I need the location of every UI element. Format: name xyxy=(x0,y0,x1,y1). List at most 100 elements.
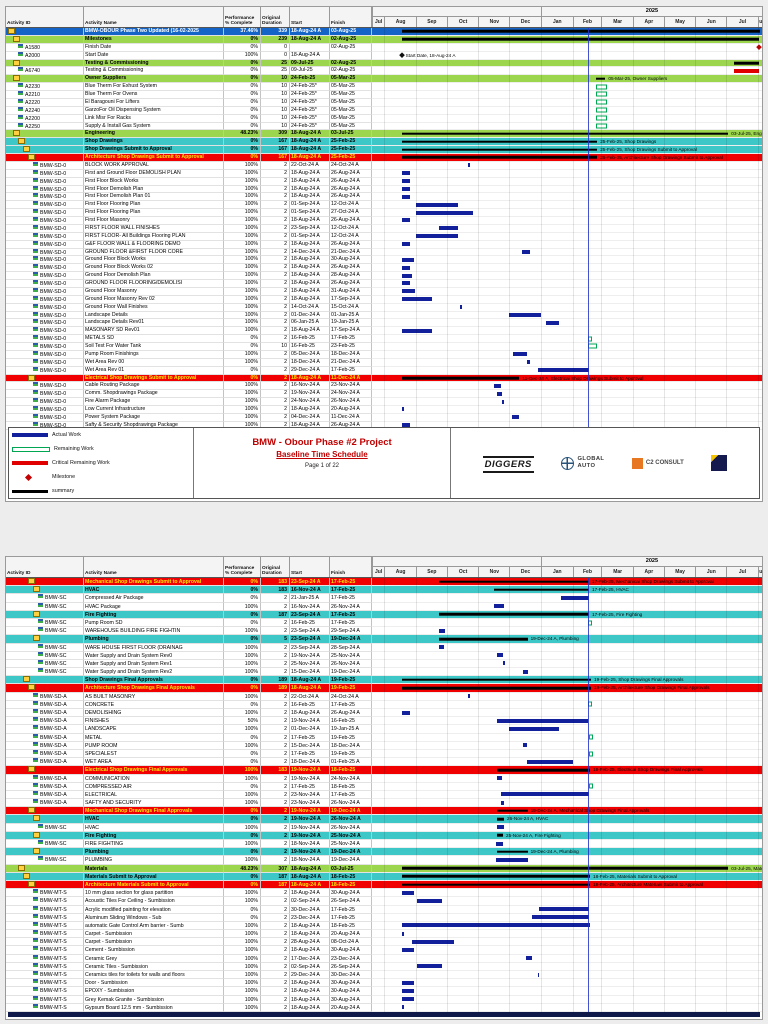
gantt-row: BMW-SD-0 First Floor Demolish Plan 100% 2 18… xyxy=(6,185,762,194)
cell-activity-id: BMW-SC xyxy=(6,618,84,628)
group-folder-icon xyxy=(23,872,30,879)
cell-start-date: 24-Feb-25* xyxy=(290,106,330,115)
cell-finish-date: 23-Dec-24 A xyxy=(330,954,372,963)
task-icon xyxy=(18,83,23,88)
task-icon xyxy=(38,840,43,844)
cell-start-date: 23-Sep-24 A xyxy=(290,578,330,587)
cell-activity-name: Fire Fighting xyxy=(84,610,224,619)
gantt-row: HVAC 0% 2 19-Nov-24 A 26-Nov-24 A 26-Nov-24 A… xyxy=(6,815,762,824)
cell-activity-name: COMMUNICATION xyxy=(84,774,224,783)
bar-label: 05-Mar-25, Owner Suppliers xyxy=(608,76,668,82)
cell-activity-name: Soil Test For Water Tank xyxy=(84,343,224,351)
cell-finish-date: 01-Jan-25 A xyxy=(330,311,372,320)
gantt-row: BMW-SD-0 First Floor Demolish Plan 01 100%… xyxy=(6,193,762,202)
gantt-bar-sum xyxy=(401,30,760,33)
cell-performance-pct: 100% xyxy=(224,823,261,832)
gantt-cell: 25-Feb-25, Shop Drawings Submit to Appro… xyxy=(372,146,762,154)
cell-start-date: 23-Sep-24 A xyxy=(290,627,330,636)
cell-activity-id: BMW-SC xyxy=(6,643,84,652)
cell-finish-date: 19-Feb-25 xyxy=(330,733,372,742)
group-folder-icon xyxy=(28,684,35,691)
gantt-row: BMW-SD-0 GROUND FLOOR &FIRST FLOOR CORE 10… xyxy=(6,248,762,257)
gantt-bar-actual xyxy=(401,988,414,993)
cell-finish-date: 20-Aug-24 A xyxy=(330,1003,372,1012)
cell-original-duration: 307 xyxy=(261,864,290,873)
gantt-bar-actual xyxy=(438,226,458,231)
gantt-row: Architecture Shop Drawings Final Approva… xyxy=(6,684,762,693)
bar-label: 25-Nov-24 A, Fire Fighting xyxy=(506,832,561,838)
cell-activity-name: HVAC xyxy=(84,815,224,824)
cell-original-duration: 2 xyxy=(261,193,290,202)
gantt-row: BMW-SD-A CONCRETE 0% 2 16-Feb-25 17-Feb-25 xyxy=(6,700,762,709)
cell-performance-pct: 100% xyxy=(224,897,261,906)
cell-original-duration: 2 xyxy=(261,979,290,988)
gantt-row: BMW-SD-0 Ground Floor Demolish Plan 100% 2 1… xyxy=(6,272,762,280)
task-icon xyxy=(33,240,38,245)
month-label: Jul xyxy=(372,16,384,27)
cell-activity-id: BMW-SD-A xyxy=(6,741,84,750)
gantt-row: BMW-SD-0 First and Ground Floor DEMOLISH … xyxy=(6,169,762,178)
cell-start-date: 19-Nov-24 A xyxy=(290,390,330,399)
group-folder-icon xyxy=(23,146,30,153)
task-icon xyxy=(18,98,23,103)
gantt-cell xyxy=(372,775,762,783)
cell-activity-id: BMW-SD-0 xyxy=(6,350,84,359)
gantt-cell xyxy=(372,209,762,217)
cell-activity-id: A2220 xyxy=(6,98,84,107)
gantt-cell xyxy=(372,272,762,280)
cell-start-date: 18-Aug-24 A xyxy=(290,287,330,296)
cell-performance-pct: 0% xyxy=(224,684,261,693)
cell-performance-pct: 100% xyxy=(224,350,261,359)
cell-activity-id: A2000 xyxy=(6,51,84,60)
cell-start-date: 18-Aug-24 A xyxy=(290,327,330,336)
cell-activity-name: Materials xyxy=(84,864,224,873)
cell-activity-name: Ground Floor Block Works xyxy=(84,256,224,265)
cell-activity-id: BMW-SD-0 xyxy=(6,256,84,265)
gantt-cell xyxy=(372,717,762,726)
cell-start-date: 19-Nov-24 A xyxy=(290,848,330,857)
cell-start-date: 23-Sep-24 A xyxy=(290,610,330,619)
cell-activity-name: Ground Floor Masonry xyxy=(84,287,224,296)
cell-finish-date: 24-Oct-24 A xyxy=(330,161,372,170)
gantt-row: BMW-SD-A SPECIALEST 0% 2 17-Feb-25 19-Feb-25 xyxy=(6,749,762,759)
cell-activity-name: MASONARY SD Rev01 xyxy=(84,327,224,336)
cell-original-duration: 167 xyxy=(261,138,290,147)
cell-finish-date: 24-Nov-24 A xyxy=(330,774,372,783)
cell-original-duration: 2 xyxy=(261,594,290,603)
cell-activity-name: SPECIALEST xyxy=(84,749,224,759)
group-folder-icon xyxy=(13,130,20,137)
gantt-row: BMW-MT-S Ceramics tiles for toilets for w… xyxy=(6,971,762,980)
cell-activity-id: BMW-SD-0 xyxy=(6,311,84,320)
cell-activity-name: HVAC xyxy=(84,586,224,595)
cell-start-date: 01-Sep-24 A xyxy=(290,209,330,217)
cell-start-date: 30-Dec-24 A xyxy=(290,905,330,914)
cell-performance-pct: 100% xyxy=(224,971,261,980)
gantt-row: BMW-MT-S Grey Kemak Granite - Sumbission 1… xyxy=(6,995,762,1004)
gantt-bar-actual xyxy=(496,653,504,658)
legend: Actual Work Remaining Work Critical Remain… xyxy=(9,428,194,498)
c2-consult-logo: C2 CONSULT xyxy=(631,457,684,469)
cell-original-duration: 2 xyxy=(261,413,290,422)
cell-performance-pct: 100% xyxy=(224,177,261,186)
cell-activity-id: A2210 xyxy=(6,91,84,99)
cell-start-date xyxy=(290,43,330,52)
gantt-cell xyxy=(372,709,762,718)
gantt-row: A2200 Link Misr For Racks 0% 10 24-Feb-25* 05… xyxy=(6,114,762,123)
cell-start-date: 18-Aug-24 A xyxy=(290,987,330,996)
task-icon xyxy=(33,264,38,269)
cell-finish-date: 19-Feb-25 xyxy=(330,676,372,685)
gantt-bar-actual xyxy=(401,281,410,286)
task-icon xyxy=(33,709,38,713)
cell-start-date: 29-Dec-24 A xyxy=(290,971,330,980)
cell-original-duration: 187 xyxy=(261,610,290,619)
cell-activity-id xyxy=(6,374,84,383)
gantt-bar-actual xyxy=(401,710,410,715)
gantt-cell xyxy=(372,59,762,68)
gantt-bar-sum xyxy=(438,580,589,583)
gantt-row: BMW-SD-A SAFTY AND SECURITY 100% 2 23-Nov-24… xyxy=(6,799,762,808)
cell-activity-name: First Floor Demolish Plan xyxy=(84,185,224,194)
gantt-bar-actual xyxy=(401,273,412,278)
cell-performance-pct: 0% xyxy=(224,749,261,759)
cell-activity-id: BMW-MT-S xyxy=(6,930,84,939)
cell-finish-date: 24-Oct-24 A xyxy=(330,692,372,701)
